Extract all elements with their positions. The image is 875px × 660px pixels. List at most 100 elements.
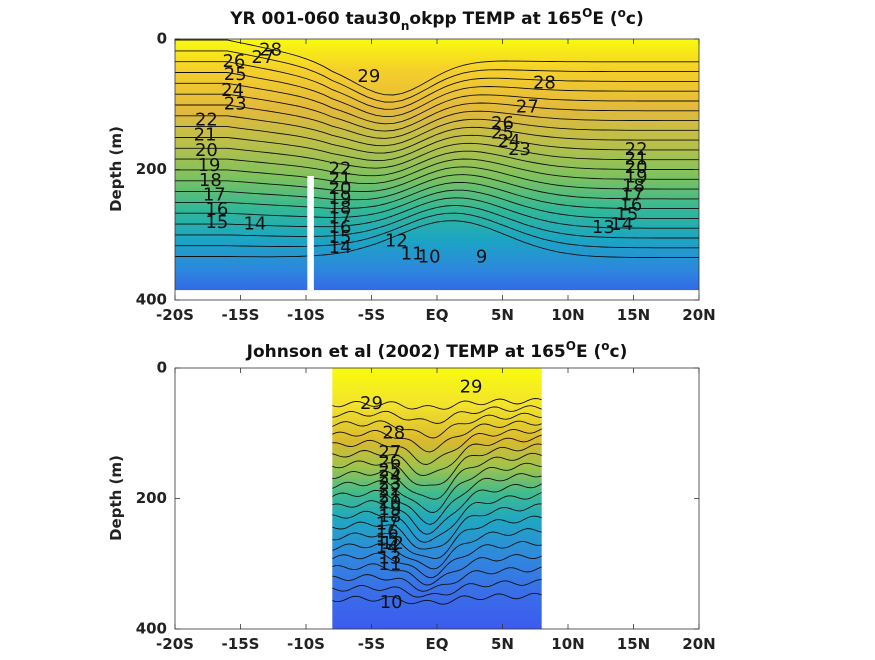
- contour-label: 14: [329, 237, 352, 258]
- contour-line-24: [175, 93, 699, 132]
- contour-line-14: [175, 181, 699, 210]
- contour-line-21: [332, 462, 542, 513]
- contour-line-28: [332, 405, 542, 424]
- contour-label: 25: [378, 460, 401, 481]
- contour-label: 18: [378, 506, 401, 527]
- contour-label: 18: [199, 170, 222, 191]
- top-title: YR 001-060 tau30nokpp TEMP at 165OE (oc): [229, 6, 644, 33]
- contour-label: 14: [610, 214, 633, 235]
- y-tick-label: 0: [157, 359, 167, 377]
- contour-label: 22: [329, 159, 352, 180]
- contour-label: 17: [203, 185, 226, 206]
- contour-label: 15: [205, 212, 228, 233]
- contour-label: 26: [222, 51, 245, 72]
- contour-label: 25: [491, 123, 514, 144]
- x-tick-label: 10N: [551, 306, 584, 324]
- x-tick-label: EQ: [426, 635, 449, 653]
- contour-label: 29: [360, 393, 383, 414]
- contour-label: 15: [376, 529, 399, 550]
- x-tick-label: EQ: [426, 306, 449, 324]
- top-panel: YR 001-060 tau30nokpp TEMP at 165OE (oc)…: [107, 6, 716, 324]
- bottom-contour-labels: 29 29 282726252423222120191817161514131211…: [360, 377, 482, 613]
- contour-label: 24: [498, 131, 521, 152]
- x-tick-label: -10S: [287, 635, 325, 653]
- contour-label: 24: [378, 467, 401, 488]
- x-tick-label: -20S: [156, 306, 194, 324]
- contour-label: 12: [381, 533, 404, 554]
- contour-line-16: [175, 166, 699, 192]
- contour-line-21: [175, 126, 699, 154]
- x-tick-label: -15S: [222, 635, 260, 653]
- contour-line-12: [332, 566, 542, 592]
- contour-label: 27: [251, 47, 274, 68]
- contour-label: 17: [329, 207, 352, 228]
- x-tick-label: 15N: [617, 306, 650, 324]
- x-tick-label: -5S: [358, 635, 385, 653]
- bottom-contours: [332, 398, 542, 605]
- contour-line-13: [175, 189, 699, 219]
- y-tick-label: 0: [157, 30, 167, 48]
- contour-label: 23: [508, 139, 531, 160]
- contour-line-26: [175, 72, 699, 118]
- contour-label: 21: [378, 486, 401, 507]
- contour-line-22: [332, 452, 542, 500]
- contour-line-18: [332, 492, 542, 543]
- contour-label: 13: [378, 548, 401, 569]
- contour-line-29: [175, 39, 699, 96]
- contour-line-23: [175, 104, 699, 139]
- bottom-plot-area: 29 29 282726252423222120191817161514131211…: [136, 359, 716, 654]
- top-data-gap: [307, 176, 314, 291]
- contour-label: 23: [378, 473, 401, 494]
- contour-label: 16: [619, 194, 642, 215]
- contour-line-11: [175, 204, 699, 239]
- contour-label: 13: [592, 217, 615, 238]
- contour-line-20: [332, 473, 542, 525]
- contour-line-24: [332, 434, 542, 477]
- bottom-panel: Johnson et al (2002) TEMP at 165OE (oc) …: [107, 339, 716, 653]
- y-tick-label: 400: [136, 291, 167, 309]
- contour-label: 27: [378, 442, 401, 463]
- contour-label: 16: [376, 521, 399, 542]
- contour-label: 22: [195, 110, 218, 131]
- contour-label: 20: [625, 157, 648, 178]
- contour-line-26: [332, 420, 542, 453]
- contour-line-12: [175, 197, 699, 229]
- contour-label: 10: [380, 592, 403, 613]
- x-tick-label: -20S: [156, 635, 194, 653]
- top-y-axis-label: Depth (m): [107, 126, 125, 212]
- contour-label: 21: [194, 125, 217, 146]
- contour-label: 28: [382, 422, 405, 443]
- contour-line-20: [175, 134, 699, 162]
- x-tick-label: 5N: [491, 306, 514, 324]
- contour-label: 27: [516, 97, 539, 118]
- contour-label: 28: [259, 40, 282, 61]
- contour-label: 19: [378, 499, 401, 520]
- contour-label: 21: [329, 168, 352, 189]
- contour-line-27: [175, 61, 699, 110]
- contour-label: 28: [533, 72, 556, 93]
- contour-line-19: [332, 483, 542, 535]
- contour-label: 24: [221, 80, 244, 101]
- contour-label: 19: [198, 155, 221, 176]
- top-contours: [175, 39, 699, 259]
- y-tick-label: 200: [136, 160, 167, 178]
- contour-label: 26: [491, 113, 514, 134]
- y-tick-label: 400: [136, 620, 167, 638]
- contour-line-17: [332, 503, 542, 550]
- contour-label: 21: [625, 149, 648, 170]
- contour-line-14: [332, 541, 542, 579]
- contour-label: 14: [376, 537, 399, 558]
- x-tick-label: -15S: [222, 306, 260, 324]
- x-tick-label: 20N: [682, 306, 715, 324]
- contour-label: 17: [621, 185, 644, 206]
- contour-label: 16: [205, 199, 228, 220]
- contour-line-19: [175, 142, 699, 169]
- bottom-y-axis-label: Depth (m): [107, 455, 125, 541]
- contour-line-22: [175, 115, 699, 147]
- contour-label: 19: [625, 166, 648, 187]
- contour-label: 16: [329, 217, 352, 238]
- contour-label: 10: [418, 247, 441, 268]
- contour-line-11: [332, 579, 542, 598]
- contour-line-17: [175, 158, 699, 185]
- contour-line-16: [332, 515, 542, 559]
